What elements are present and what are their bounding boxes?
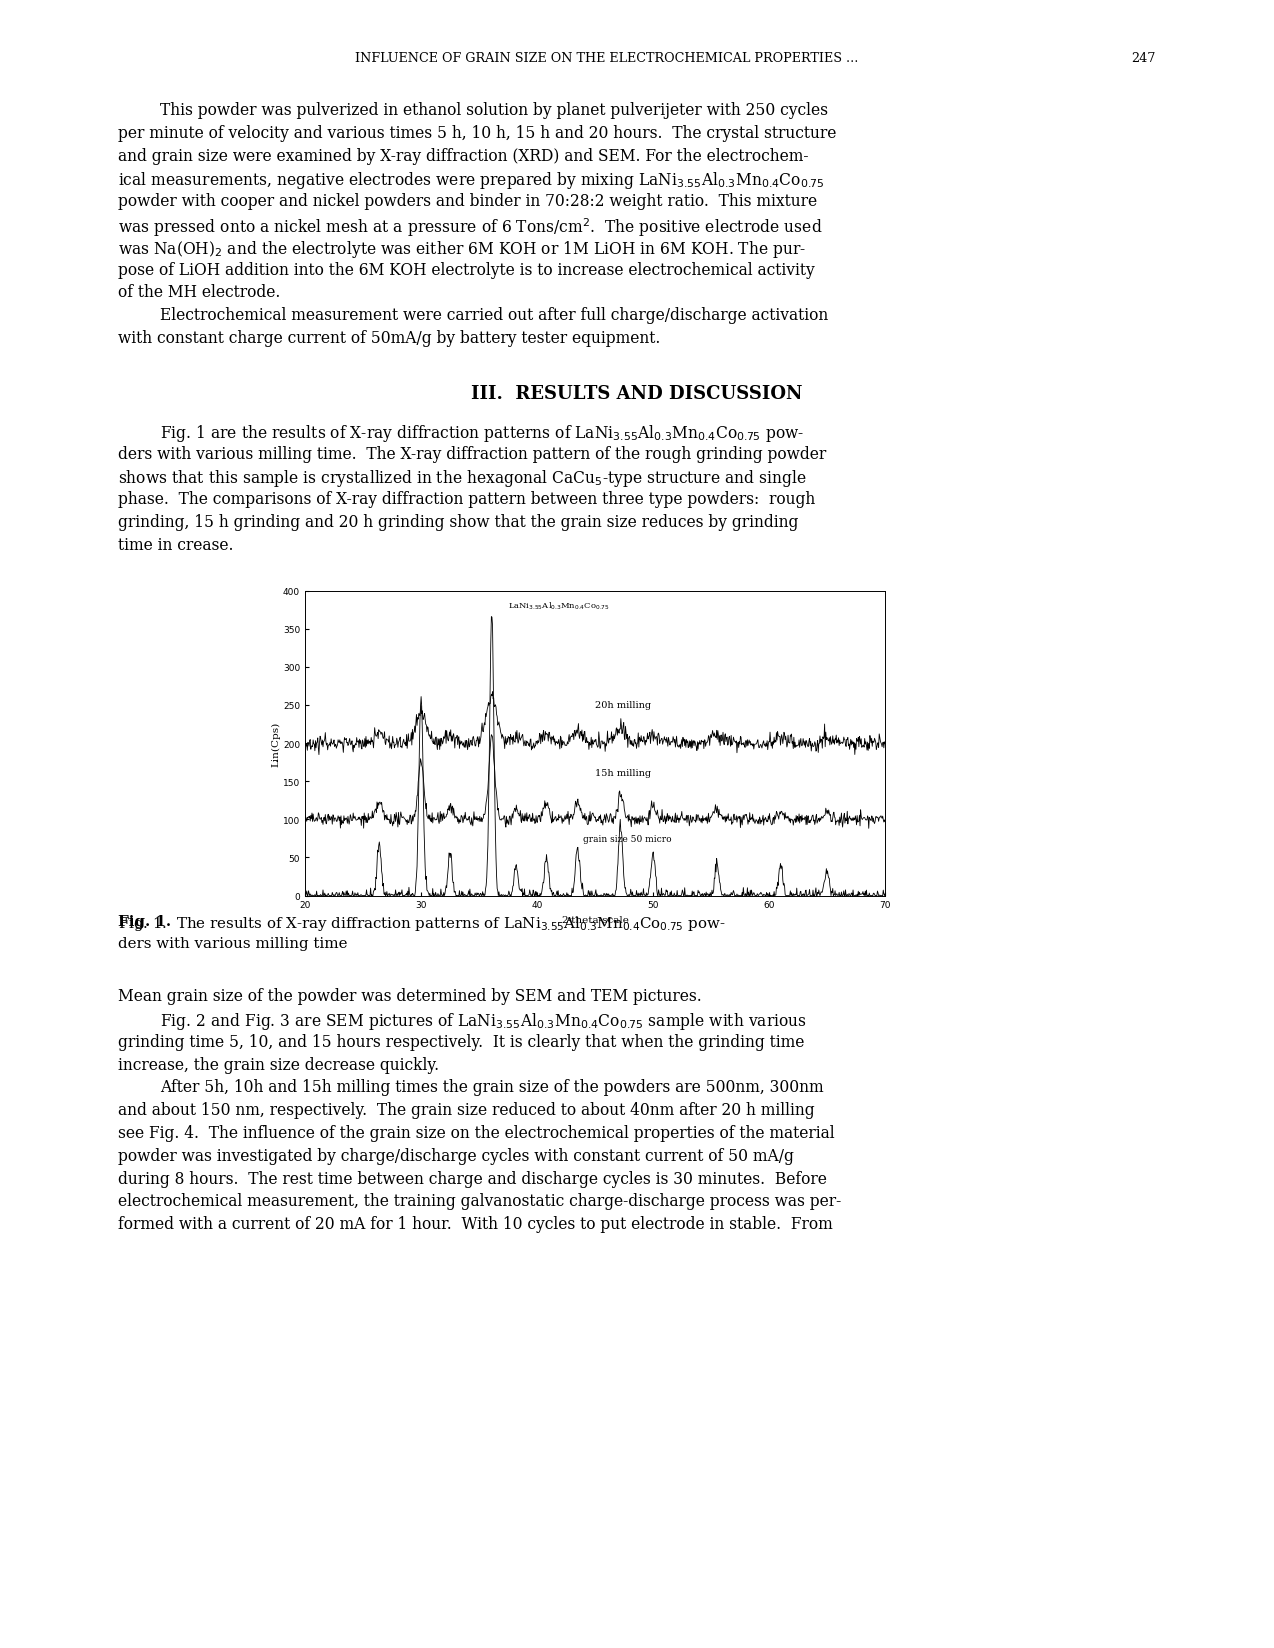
Text: Fig. 2 and Fig. 3 are SEM pictures of LaNi$_{3.55}$Al$_{0.3}$Mn$_{0.4}$Co$_{0.75: Fig. 2 and Fig. 3 are SEM pictures of La… [161,1010,806,1032]
Text: powder was investigated by charge/discharge cycles with constant current of 50 m: powder was investigated by charge/discha… [118,1147,794,1163]
Text: of the MH electrode.: of the MH electrode. [118,283,280,302]
Text: per minute of velocity and various times 5 h, 10 h, 15 h and 20 hours.  The crys: per minute of velocity and various times… [118,125,836,142]
Text: and about 150 nm, respectively.  The grain size reduced to about 40nm after 20 h: and about 150 nm, respectively. The grai… [118,1101,814,1119]
Text: Mean grain size of the powder was determined by SEM and TEM pictures.: Mean grain size of the powder was determ… [118,987,702,1005]
Text: phase.  The comparisons of X-ray diffraction pattern between three type powders:: phase. The comparisons of X-ray diffract… [118,491,815,508]
Text: grinding time 5, 10, and 15 hours respectively.  It is clearly that when the gri: grinding time 5, 10, and 15 hours respec… [118,1033,804,1050]
Text: 15h milling: 15h milling [595,768,651,778]
Text: was pressed onto a nickel mesh at a pressure of 6 Tons/cm$^{2}$.  The positive e: was pressed onto a nickel mesh at a pres… [118,216,823,239]
Text: INFLUENCE OF GRAIN SIZE ON THE ELECTROCHEMICAL PROPERTIES ...: INFLUENCE OF GRAIN SIZE ON THE ELECTROCH… [355,53,859,64]
Text: Electrochemical measurement were carried out after full charge/discharge activat: Electrochemical measurement were carried… [161,307,828,325]
Text: Fig. 1.  The results of X-ray diffraction patterns of LaNi$_{3.55}$Al$_{0.3}$Mn$: Fig. 1. The results of X-ray diffraction… [118,915,725,933]
X-axis label: 2-theta-scale: 2-theta-scale [561,915,629,925]
Text: electrochemical measurement, the training galvanostatic charge-discharge process: electrochemical measurement, the trainin… [118,1193,841,1210]
Text: and grain size were examined by X-ray diffraction (XRD) and SEM. For the electro: and grain size were examined by X-ray di… [118,148,809,165]
Text: 20h milling: 20h milling [595,700,651,709]
Text: formed with a current of 20 mA for 1 hour.  With 10 cycles to put electrode in s: formed with a current of 20 mA for 1 hou… [118,1216,833,1233]
Text: LaNi$_{3.55}$Al$_{0.3}$Mn$_{0.4}$Co$_{0.75}$: LaNi$_{3.55}$Al$_{0.3}$Mn$_{0.4}$Co$_{0.… [508,600,609,611]
Text: III.  RESULTS AND DISCUSSION: III. RESULTS AND DISCUSSION [471,384,803,402]
Text: ical measurements, negative electrodes were prepared by mixing LaNi$_{3.55}$Al$_: ical measurements, negative electrodes w… [118,170,824,191]
Y-axis label: Lin(Cps): Lin(Cps) [271,722,280,766]
Text: ders with various milling time.  The X-ray diffraction pattern of the rough grin: ders with various milling time. The X-ra… [118,445,827,463]
Text: 247: 247 [1131,53,1156,64]
Text: This powder was pulverized in ethanol solution by planet pulverijeter with 250 c: This powder was pulverized in ethanol so… [161,102,828,119]
Text: grinding, 15 h grinding and 20 h grinding show that the grain size reduces by gr: grinding, 15 h grinding and 20 h grindin… [118,514,799,531]
Text: time in crease.: time in crease. [118,537,233,554]
Text: shows that this sample is crystallized in the hexagonal CaCu$_5$-type structure : shows that this sample is crystallized i… [118,468,806,489]
Text: After 5h, 10h and 15h milling times the grain size of the powders are 500nm, 300: After 5h, 10h and 15h milling times the … [161,1079,823,1096]
Text: during 8 hours.  The rest time between charge and discharge cycles is 30 minutes: during 8 hours. The rest time between ch… [118,1170,827,1187]
Text: Fig. 1 are the results of X-ray diffraction patterns of LaNi$_{3.55}$Al$_{0.3}$M: Fig. 1 are the results of X-ray diffract… [161,422,804,443]
Text: Fig. 1.: Fig. 1. [118,915,171,928]
Text: with constant charge current of 50mA/g by battery tester equipment.: with constant charge current of 50mA/g b… [118,330,660,346]
Text: grain size 50 micro: grain size 50 micro [583,834,671,844]
Text: was Na(OH)$_2$ and the electrolyte was either 6M KOH or 1M LiOH in 6M KOH. The p: was Na(OH)$_2$ and the electrolyte was e… [118,239,806,260]
Text: ders with various milling time: ders with various milling time [118,936,348,951]
Text: see Fig. 4.  The influence of the grain size on the electrochemical properties o: see Fig. 4. The influence of the grain s… [118,1124,834,1142]
Text: increase, the grain size decrease quickly.: increase, the grain size decrease quickl… [118,1056,440,1073]
Text: pose of LiOH addition into the 6M KOH electrolyte is to increase electrochemical: pose of LiOH addition into the 6M KOH el… [118,262,815,279]
Text: powder with cooper and nickel powders and binder in 70:28:2 weight ratio.  This : powder with cooper and nickel powders an… [118,193,817,209]
